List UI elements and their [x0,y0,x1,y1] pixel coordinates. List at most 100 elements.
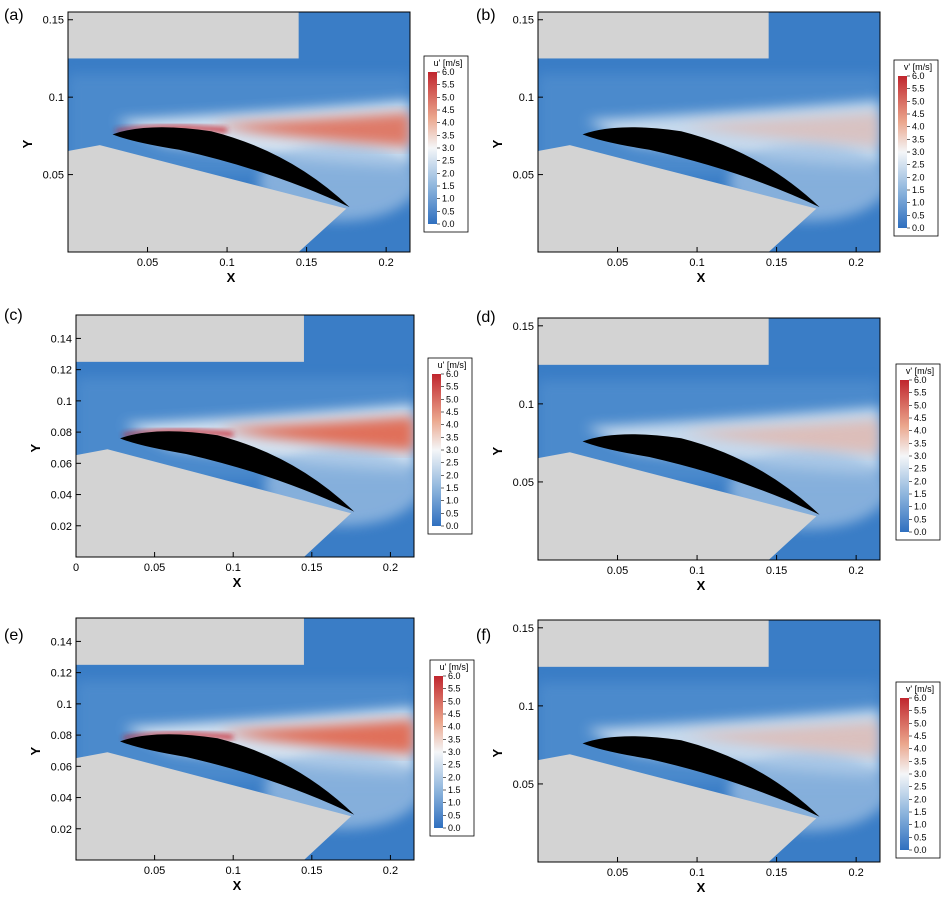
y-tick-label: 0.05 [513,477,534,489]
wake-core [681,112,880,147]
colorbar-tick-label: 3.0 [914,451,927,461]
x-axis-label: X [697,880,706,892]
colorbar-title: v' [m/s] [906,366,934,376]
y-tick-label: 0.1 [519,92,534,104]
colorbar-tick-label: 6.0 [912,71,925,81]
airfoil [120,734,355,815]
solid-body-bottom [538,754,817,862]
colorbar-tick-label: 0.0 [914,845,927,855]
x-tick-label: 0.15 [296,257,317,269]
x-tick-label: 0.05 [137,257,158,269]
x-tick-label: 0.15 [766,565,787,577]
colorbar-title: v' [m/s] [906,684,934,694]
y-tick-label: 0.15 [513,15,534,27]
colorbar-title: u' [m/s] [438,360,467,370]
colorbar-tick-label: 3.5 [448,734,461,744]
airfoil [582,434,820,515]
colorbar-tick-label: 0.5 [448,810,461,820]
colorbar-tick-label: 4.5 [448,709,461,719]
contour-field [538,12,880,252]
y-axis-label: Y [490,748,505,757]
airfoil [582,127,820,208]
solid-body-bottom [76,449,352,557]
colorbar-tick-label: 2.0 [914,794,927,804]
y-tick-label: 0.14 [51,636,72,648]
colorbar-tick-label: 3.0 [912,147,925,157]
colorbar-tick-label: 0.5 [442,206,455,216]
solid-body-bottom [538,452,817,560]
colorbar-tick-label: 1.5 [912,185,925,195]
y-tick-label: 0.15 [43,15,64,27]
solid-block-top [538,620,769,667]
colorbar-tick-label: 3.0 [446,445,459,455]
colorbar-scale [898,76,907,228]
x-tick-label: 0.2 [848,867,863,879]
colorbar-tick-label: 3.5 [914,438,927,448]
panel-d: 0.05 0.1 0.15 0.2 0.05 0.1 0.15 X Y (d) v' [m/s]6.… [476,309,941,593]
colorbar: v' [m/s]6.0 5.5 5.0 4.5 4.0 3.5 3.0 2.5 2.0 1.5 1.… [895,681,941,859]
x-tick-label: 0.15 [301,562,322,574]
colorbar-tick-label: 0.5 [914,514,927,524]
y-tick-label: 0.04 [51,490,72,502]
colorbar-tick-label: 1.5 [448,785,461,795]
x-tick-label: 0.05 [607,257,628,269]
colorbar-title: u' [m/s] [434,58,463,68]
panel-label: (a) [4,7,24,24]
panel-b: 0.05 0.1 0.15 0.2 0.05 0.1 0.15 X Y (b) v' [m/s]6.… [476,7,939,285]
colorbar-tick-label: 2.5 [446,458,459,468]
colorbar-tick-label: 4.5 [442,105,455,115]
x-tick-label: 0.15 [766,257,787,269]
x-tick-label: 0.15 [766,867,787,879]
colorbar-tick-label: 0.0 [448,823,461,833]
x-tick-label: 0.05 [144,562,165,574]
contour-field [538,318,880,560]
solid-block-top [76,618,304,665]
y-tick-label: 0.1 [57,396,72,408]
plot-frame [75,314,415,558]
colorbar-tick-label: 2.5 [912,160,925,170]
plot-frame [537,317,881,561]
colorbar: u' [m/s]6.0 5.5 5.0 4.5 4.0 3.5 3.0 2.5 2.0 1.5 1.… [427,357,473,535]
wake-core [217,416,414,451]
x-axis-label: X [697,578,706,593]
y-axis-label: Y [28,443,43,452]
colorbar-tick-label: 1.0 [912,198,925,208]
colorbar-tick-label: 6.0 [448,671,461,681]
y-axis-label: Y [28,746,43,755]
y-tick-label: 0.1 [519,399,534,411]
contour-field [68,12,410,252]
colorbar-tick-label: 0.5 [446,508,459,518]
y-tick-label: 0.05 [513,779,534,791]
plot-frame [67,11,411,253]
colorbar-tick-label: 5.5 [914,388,927,398]
colorbar-tick-label: 5.5 [442,80,455,90]
airfoil [112,127,350,208]
wake-core [681,419,880,454]
colorbar-tick-label: 1.0 [914,820,927,830]
colorbar-tick-label: 5.5 [914,706,927,716]
y-axis-label: Y [490,139,505,148]
colorbar-tick-label: 3.5 [442,130,455,140]
colorbar-tick-label: 2.0 [912,172,925,182]
contour-field [76,315,414,557]
panel-label: (b) [476,7,496,24]
colorbar-tick-label: 2.5 [914,782,927,792]
colorbar-tick-label: 6.0 [446,369,459,379]
colorbar-tick-label: 6.0 [442,67,455,77]
colorbar-scale [900,380,909,532]
x-tick-label: 0.1 [219,257,234,269]
x-axis-label: X [697,270,706,285]
y-tick-label: 0.1 [519,701,534,713]
y-tick-label: 0.02 [51,521,72,533]
colorbar-tick-label: 4.0 [448,722,461,732]
solid-body-bottom [538,145,817,252]
solid-block-top [68,12,299,59]
colorbar-tick-label: 2.5 [448,760,461,770]
colorbar: u' [m/s]6.0 5.5 5.0 4.5 4.0 3.5 3.0 2.5 2.0 1.5 1.… [423,55,469,233]
colorbar-tick-label: 0.5 [912,210,925,220]
colorbar-tick-label: 1.5 [914,807,927,817]
x-tick-label: 0.1 [226,865,241,877]
colorbar-tick-label: 5.5 [448,684,461,694]
x-axis-label: X [227,270,236,285]
colorbar-tick-label: 1.5 [442,181,455,191]
